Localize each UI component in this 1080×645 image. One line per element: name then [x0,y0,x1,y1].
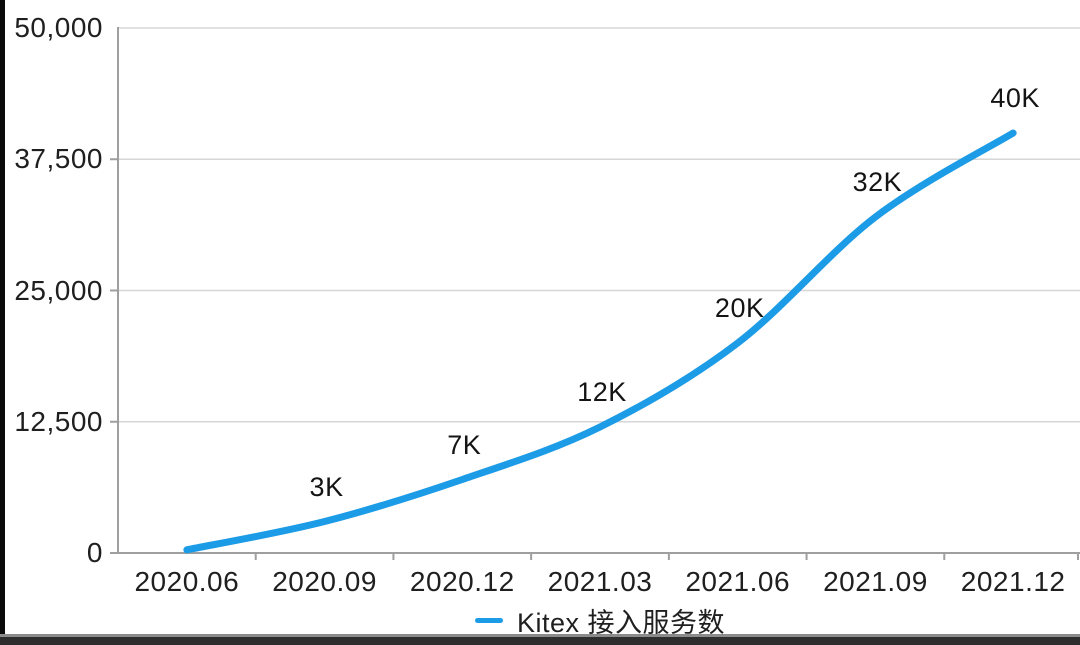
data-point-label: 7K [447,429,482,460]
y-tick-label: 0 [86,537,103,568]
series-line [183,129,1017,554]
legend-label: Kitex 接入服务数 [516,607,726,638]
legend-line-swatch [474,617,503,623]
data-point-label: 20K [714,293,765,323]
x-tick-label: 2021.09 [823,566,928,597]
legend: Kitex 接入服务数 [118,603,1080,638]
y-tick-label: 37,500 [14,143,103,175]
x-tick-label: 2021.12 [960,566,1066,597]
data-point-label: 12K [577,377,627,407]
y-tick-label: 50,000 [14,12,103,43]
x-tick-label: 2020.09 [272,566,377,597]
x-tick-label: 2021.06 [685,566,791,597]
x-tick-label: 2021.03 [547,566,653,597]
y-tick-label: 12,500 [14,405,103,437]
x-tick-label: 2020.12 [409,566,515,597]
left-border [0,0,5,645]
y-tick-label: 25,000 [14,274,103,306]
data-point-label: 3K [309,471,344,502]
bottom-bar [0,634,1080,645]
data-point-label: 40K [990,83,1040,113]
data-point-label: 32K [852,167,903,197]
x-tick-label: 2020.06 [134,566,240,597]
